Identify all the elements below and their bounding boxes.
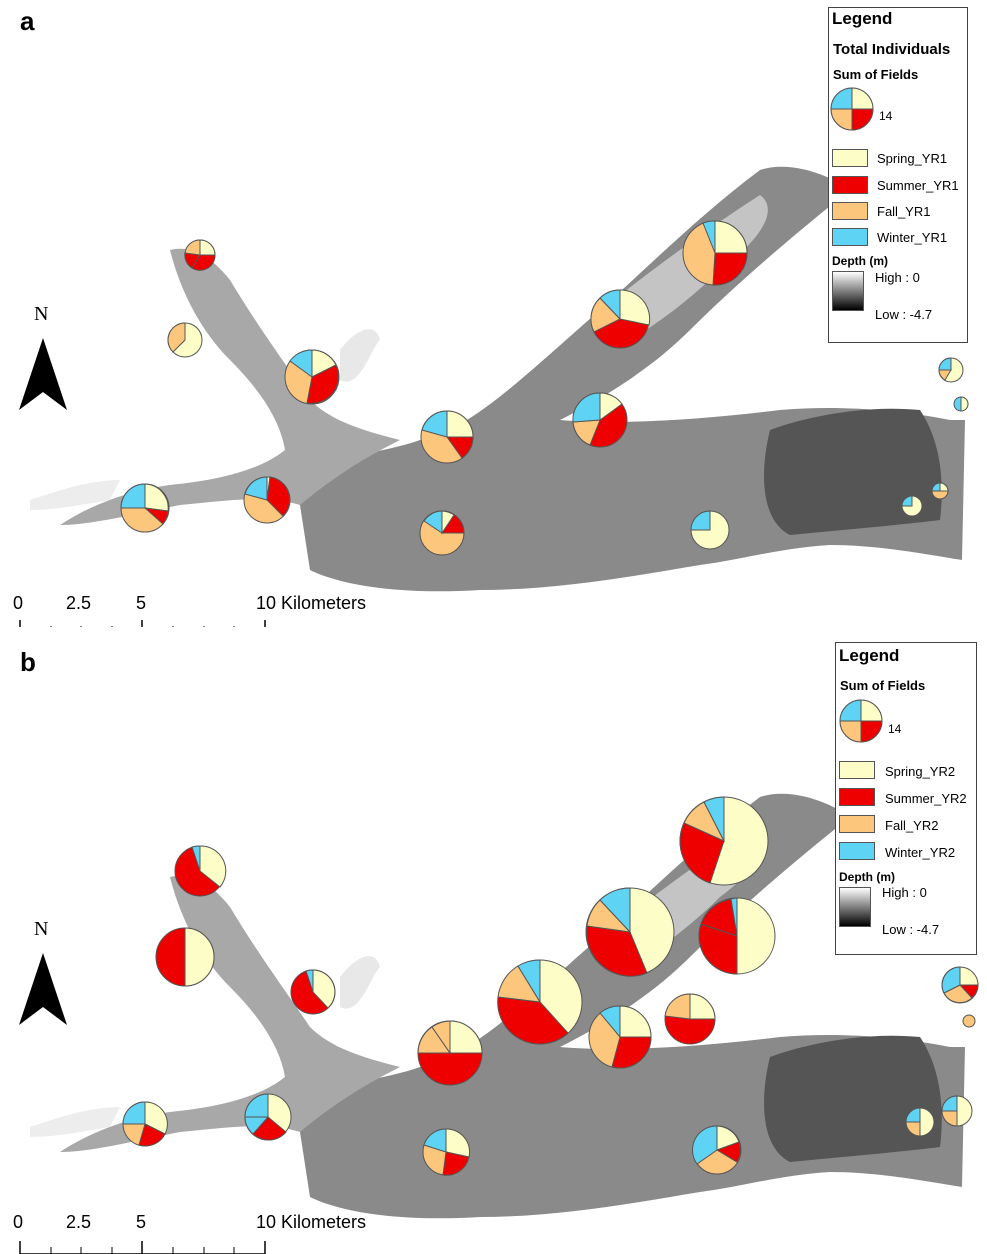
legend-box: Legend Total Individuals Sum of Fields 1… <box>828 7 968 343</box>
pie-site <box>585 887 675 977</box>
legend-pie-symbol <box>830 87 874 131</box>
depth-low-label: Low : -4.7 <box>882 922 940 937</box>
pie-site <box>422 1128 471 1176</box>
pie-site <box>184 239 216 271</box>
swatch-winter <box>832 228 868 246</box>
north-arrow-icon <box>19 338 67 410</box>
scale-label-0: 0 <box>13 1212 24 1232</box>
depth-ramp <box>832 271 864 311</box>
pie-site <box>698 897 776 975</box>
depth-ramp <box>839 887 871 927</box>
swatch-fall <box>839 815 875 833</box>
pie-site <box>691 1125 742 1175</box>
pie-site <box>953 396 969 412</box>
lake-shape <box>30 747 965 1219</box>
legend-size-value: 14 <box>879 109 893 123</box>
pie-site <box>941 966 979 1004</box>
swatch-label-summer: Summer_YR2 <box>885 791 967 806</box>
pie-site <box>590 289 651 349</box>
pie-charts <box>120 220 969 556</box>
legend-title: Legend <box>832 9 893 28</box>
legend-subtitle: Total Individuals <box>833 41 951 58</box>
legend-box: Legend Sum of Fields 14 Spring_YR2 Summe… <box>835 642 977 955</box>
pie-site <box>417 1020 483 1086</box>
pie-site <box>420 410 474 464</box>
pie-site <box>962 1014 976 1028</box>
panel-label: a <box>20 6 35 36</box>
legend-sum-label: Sum of Fields <box>833 67 919 82</box>
north-label: N <box>34 918 49 940</box>
swatch-summer <box>839 788 875 806</box>
lake-shape <box>30 120 965 592</box>
pie-site <box>905 1107 935 1137</box>
pie-site <box>938 357 964 383</box>
map-panel-b: b N 0 2.5 5 10 Kilometers Legend Sum of … <box>0 627 987 1254</box>
swatch-label-fall: Fall_YR1 <box>877 204 931 219</box>
pie-site <box>664 993 716 1045</box>
north-arrow-icon <box>19 953 67 1025</box>
depth-title: Depth (m) <box>832 254 888 268</box>
pie-site <box>290 969 336 1015</box>
swatch-summer <box>832 176 868 194</box>
pie-site <box>901 495 923 517</box>
scale-bar <box>19 620 266 627</box>
swatch-label-summer: Summer_YR1 <box>877 178 959 193</box>
swatch-spring <box>839 761 875 779</box>
pie-site <box>572 392 628 448</box>
pie-site <box>682 220 748 286</box>
pie-site <box>284 349 340 405</box>
pie-site <box>244 1093 292 1141</box>
pie-site <box>419 510 465 556</box>
pie-site <box>679 796 769 886</box>
legend-pie-symbol <box>839 699 883 743</box>
swatch-spring <box>832 149 868 167</box>
scale-label-2-5: 2.5 <box>66 1212 92 1232</box>
pie-site <box>588 1005 652 1069</box>
scale-bar <box>19 1241 266 1254</box>
north-label: N <box>34 303 49 325</box>
pie-site <box>155 927 215 987</box>
swatch-winter <box>839 842 875 860</box>
pie-site <box>120 483 170 533</box>
scale-label-2-5: 2.5 <box>66 593 92 613</box>
swatch-label-winter: Winter_YR1 <box>877 230 948 245</box>
pie-site <box>690 510 730 550</box>
legend-size-value: 14 <box>888 722 902 736</box>
scale-label-0: 0 <box>13 593 24 613</box>
pie-site <box>167 322 203 358</box>
swatch-label-spring: Spring_YR1 <box>877 151 948 166</box>
scale-label-10: 10 Kilometers <box>256 593 367 613</box>
swatch-label-spring: Spring_YR2 <box>885 764 956 779</box>
lake-map-a <box>19 120 969 627</box>
swatch-label-winter: Winter_YR2 <box>885 845 956 860</box>
scale-label-5: 5 <box>136 1212 147 1232</box>
panel-label: b <box>20 647 36 677</box>
depth-high-label: High : 0 <box>875 270 920 285</box>
map-panel-a: a N 0 2.5 5 10 Kilometers Legend Total I… <box>13 6 969 627</box>
swatch-fall <box>832 202 868 220</box>
depth-low-label: Low : -4.7 <box>875 307 933 322</box>
legend-sum-label: Sum of Fields <box>840 678 926 693</box>
scale-label-10: 10 Kilometers <box>256 1212 367 1232</box>
legend-title: Legend <box>839 646 900 665</box>
pie-site <box>174 845 227 897</box>
pie-site <box>941 1095 973 1127</box>
pie-site <box>243 476 291 524</box>
pie-site <box>497 959 583 1045</box>
pie-site <box>122 1101 168 1147</box>
depth-high-label: High : 0 <box>882 885 927 900</box>
scale-label-5: 5 <box>136 593 147 613</box>
pie-site <box>931 482 949 500</box>
pie-charts <box>122 796 979 1176</box>
swatch-label-fall: Fall_YR2 <box>885 818 939 833</box>
depth-title: Depth (m) <box>839 870 895 884</box>
